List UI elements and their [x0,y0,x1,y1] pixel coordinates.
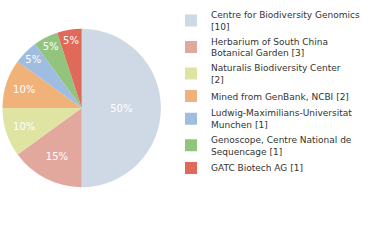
svg-text:Mined from GenBank, NCBI [2]: Mined from GenBank, NCBI [2] [211,92,349,102]
svg-text:10%: 10% [13,121,35,132]
svg-text:Genoscope, Centre National deS: Genoscope, Centre National deSequencage … [211,135,352,157]
svg-text:10%: 10% [13,84,35,95]
svg-text:5%: 5% [43,41,59,52]
svg-text:Centre for Biodiversity Genomi: Centre for Biodiversity Genomics[10] [211,10,360,32]
svg-text:Ludwig-Maximilians-Universitat: Ludwig-Maximilians-UniversitatMunchen [1… [211,108,352,130]
svg-text:15%: 15% [46,151,68,162]
svg-text:50%: 50% [110,103,132,114]
svg-text:Naturalis Biodiversity Center[: Naturalis Biodiversity Center[2] [211,63,341,85]
svg-text:Herbarium of South ChinaBotani: Herbarium of South ChinaBotanical Garden… [211,37,328,59]
svg-text:5%: 5% [63,35,79,46]
svg-text:5%: 5% [25,54,41,65]
svg-text:GATC Biotech AG [1]: GATC Biotech AG [1] [211,163,303,173]
